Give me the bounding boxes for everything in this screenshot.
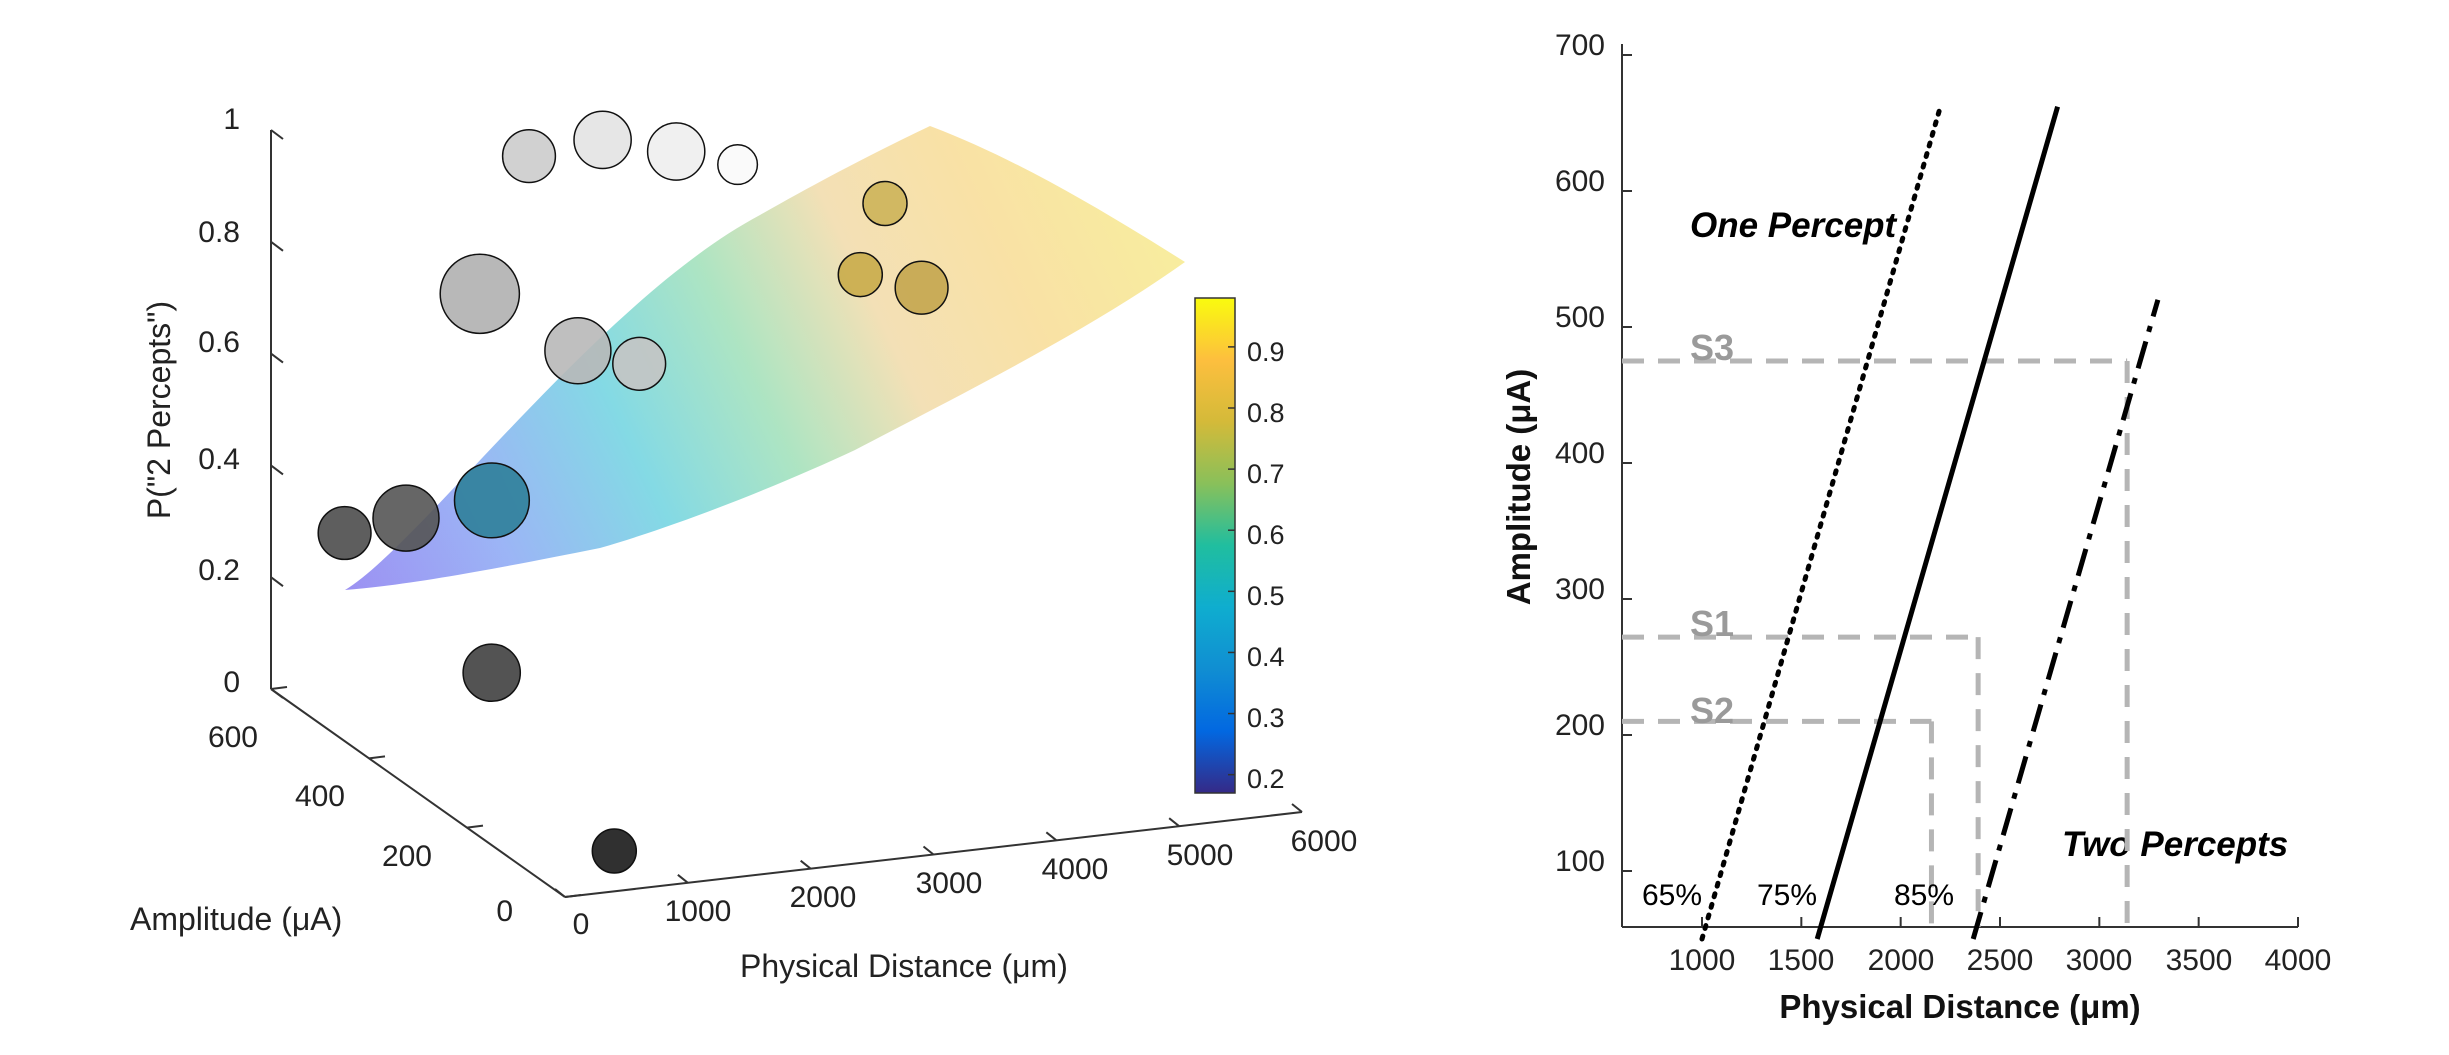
x-tick-label: 6000 <box>1291 825 1358 858</box>
colorbar-label: 0.9 <box>1247 337 1285 367</box>
data-point <box>544 316 612 385</box>
region-label-one-percept: One Percept <box>1690 206 1898 245</box>
y-tick-label: 600 <box>208 721 258 754</box>
y-tick-label: 500 <box>1555 301 1605 334</box>
threshold-line-dashdot <box>1970 299 2161 940</box>
data-point <box>439 253 521 335</box>
threshold-line-dotted <box>1699 104 1943 942</box>
colorbar-label: 0.2 <box>1247 764 1285 794</box>
colorbar-label: 0.7 <box>1247 459 1285 489</box>
data-point <box>894 260 949 315</box>
threshold-plot: 700 600 500 400 300 200 100 1000 1500 20… <box>1500 29 2331 1025</box>
x-tick <box>922 845 935 856</box>
colorbar-label: 0.8 <box>1247 398 1285 428</box>
z-tick <box>270 352 284 364</box>
surface-plot: 1 0.8 0.6 0.4 0.2 0 600 400 200 0 0 1000… <box>130 103 1357 984</box>
x-tick-label: 1000 <box>1669 944 1736 977</box>
y-tick-label: 600 <box>1555 165 1605 198</box>
y-axis-title: Amplitude (μA) <box>130 901 342 937</box>
x-axis-title: Physical Distance (μm) <box>1779 988 2140 1025</box>
x-tick-label: 2000 <box>1868 944 1935 977</box>
line-label-65: 65% <box>1642 879 1702 912</box>
colorbar-label: 0.5 <box>1247 581 1285 611</box>
z-tick <box>270 129 284 140</box>
x-tick <box>1291 803 1303 813</box>
z-tick-label: 0.2 <box>198 554 240 587</box>
z-tick-label: 1 <box>223 103 240 136</box>
x-tick-label: 4000 <box>2265 944 2332 977</box>
data-points <box>317 110 949 874</box>
y-tick-label: 100 <box>1555 845 1605 878</box>
data-point <box>862 180 908 227</box>
y-axis-line <box>270 688 566 898</box>
z-tick-label: 0 <box>223 666 240 699</box>
x-tick-label: 3500 <box>2166 944 2233 977</box>
data-point <box>717 144 759 186</box>
data-point <box>317 505 372 561</box>
z-tick-label: 0.6 <box>198 326 240 359</box>
tick-marks <box>1622 54 2299 927</box>
x-tick <box>1168 817 1180 827</box>
x-tick <box>677 874 689 884</box>
colorbar-label: 0.4 <box>1247 642 1285 672</box>
y-tick <box>368 755 386 760</box>
z-axis-title: P("2 Percepts") <box>141 301 177 519</box>
y-tick-label: 200 <box>1555 709 1605 742</box>
x-tick-label: 0 <box>573 908 590 941</box>
colorbar <box>1194 297 1236 794</box>
y-tick-label: 400 <box>1555 437 1605 470</box>
x-tick-label: 2000 <box>790 881 857 914</box>
line-label-85: 85% <box>1894 879 1954 912</box>
y-tick <box>466 824 484 829</box>
x-axis-title: Physical Distance (μm) <box>740 948 1068 984</box>
subject-label-s2: S2 <box>1690 690 1734 731</box>
y-tick-label: 400 <box>295 780 345 813</box>
x-tick-label: 4000 <box>1042 853 1109 886</box>
z-tick <box>270 464 284 476</box>
z-tick <box>270 576 284 588</box>
colorbar-label: 0.3 <box>1247 703 1285 733</box>
data-point <box>501 128 557 184</box>
colorbar-ticks <box>1228 346 1235 776</box>
x-tick-label: 1000 <box>665 895 732 928</box>
colorbar-label: 0.6 <box>1247 520 1285 550</box>
x-tick-label: 3000 <box>916 867 983 900</box>
data-point <box>837 251 884 298</box>
z-tick <box>270 241 284 252</box>
x-tick <box>554 888 566 898</box>
x-tick-label: 1500 <box>1768 944 1835 977</box>
z-tick-label: 0.4 <box>198 443 240 476</box>
z-tick-label: 0.8 <box>198 216 240 249</box>
threshold-lines <box>1699 104 2161 942</box>
data-point <box>573 110 632 170</box>
y-tick <box>564 894 582 898</box>
z-tick <box>270 688 284 699</box>
region-label-two-percepts: Two Percepts <box>2062 825 2288 864</box>
data-point <box>462 643 522 703</box>
x-tick-label: 3000 <box>2066 944 2133 977</box>
y-tick-label: 0 <box>496 895 513 928</box>
probability-surface <box>345 126 1185 590</box>
x-tick-label: 5000 <box>1167 839 1234 872</box>
subject-label-s1: S1 <box>1690 603 1734 644</box>
data-point <box>591 828 638 874</box>
data-point <box>646 122 706 181</box>
y-tick-label: 200 <box>382 840 432 873</box>
y-axis-title: Amplitude (μA) <box>1500 369 1537 606</box>
x-tick-label: 2500 <box>1967 944 2034 977</box>
data-point <box>612 336 667 391</box>
data-point <box>372 484 440 552</box>
subject-guides <box>1622 358 2130 927</box>
subject-label-s3: S3 <box>1690 327 1734 368</box>
x-tick <box>800 859 812 870</box>
data-point <box>453 462 531 539</box>
y-tick-label: 300 <box>1555 573 1605 606</box>
x-tick <box>1045 831 1057 842</box>
line-label-75: 75% <box>1757 879 1817 912</box>
threshold-line-solid <box>1814 106 2061 940</box>
tick-marks <box>270 129 1303 898</box>
y-tick-label: 700 <box>1555 29 1605 62</box>
y-tick <box>270 686 288 690</box>
